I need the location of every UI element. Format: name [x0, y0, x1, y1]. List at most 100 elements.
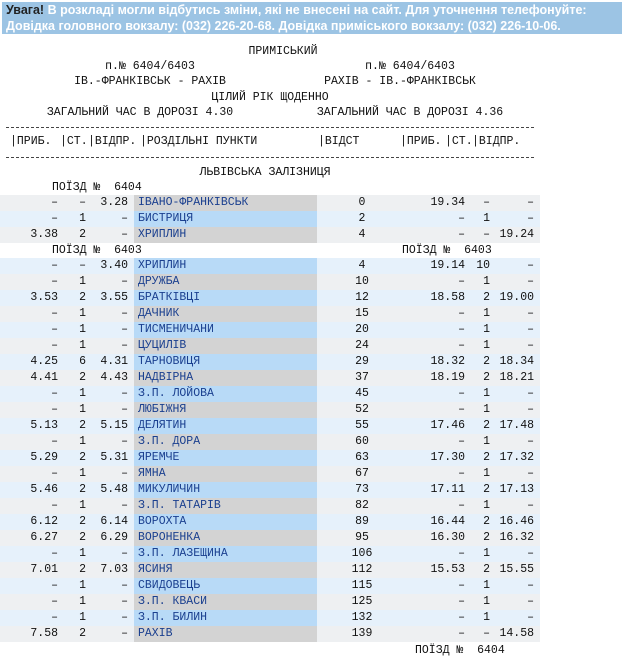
departure: –: [527, 339, 534, 352]
row: –1– З.П. КВАСИ 125–1–: [0, 594, 540, 610]
row: –1– ЛЮБІЖНЯ 52–1–: [0, 402, 540, 418]
row: 6.27 2 6.29 ВОРОНЕНКА 95 16.30 2 16.32: [0, 530, 540, 546]
station: ЛЮБІЖНЯ: [134, 402, 317, 418]
departure: 18.34: [499, 355, 534, 368]
arrival: –: [458, 212, 465, 225]
stop: 1: [79, 467, 86, 480]
arrival: –: [51, 196, 58, 209]
row: 7.01 2 7.03 ЯСИНЯ 112 15.53 2 15.55: [0, 562, 540, 578]
departure: 16.46: [499, 515, 534, 528]
arrival: –: [458, 275, 465, 288]
departure: –: [121, 403, 128, 416]
station: З.П. ТАТАРІВ: [134, 498, 317, 514]
travel-time: ЗАГАЛЬНИЙ ЧАС В ДОРОЗІ 4.30: [46, 106, 234, 119]
row: –1– З.П. ДОРА 60–1–: [0, 434, 540, 450]
arrival: –: [458, 627, 465, 640]
arrival: 15.53: [430, 563, 465, 576]
station: ЯМНА: [134, 466, 317, 482]
departure: –: [121, 611, 128, 624]
stop: 1: [483, 579, 490, 592]
stop: 1: [483, 547, 490, 560]
departure: –: [527, 435, 534, 448]
stop: –: [483, 627, 490, 640]
stop: 1: [79, 387, 86, 400]
station: З.П. БИЛИН: [134, 610, 317, 626]
stop: 10: [476, 259, 490, 272]
departure: 6.14: [100, 515, 128, 528]
arrival: –: [51, 579, 58, 592]
arrival: 19.34: [430, 196, 465, 209]
stop: 1: [79, 499, 86, 512]
arrival: –: [51, 595, 58, 608]
column-header: |РОЗДІЛЬНІ ПУНКТИ: [140, 135, 258, 148]
arrival: –: [458, 499, 465, 512]
distance: 139: [351, 627, 373, 640]
distance: 60: [355, 435, 369, 448]
stop: 2: [79, 371, 86, 384]
arrival: –: [51, 611, 58, 624]
stop: 2: [79, 291, 86, 304]
row: –1– З.П. БИЛИН 132–1–: [0, 610, 540, 626]
travel-time: ЗАГАЛЬНИЙ ЧАС В ДОРОЗІ 4.36: [316, 106, 504, 119]
departure: –: [527, 259, 534, 272]
arrival: 3.38: [30, 228, 58, 241]
arrival: –: [51, 547, 58, 560]
arrival: 5.46: [30, 483, 58, 496]
train-label: ПОЇЗД № 6404: [415, 644, 505, 657]
departure: –: [121, 275, 128, 288]
arrival: –: [458, 579, 465, 592]
departure: –: [527, 275, 534, 288]
station: З.П. ЛОЙОВА: [134, 386, 317, 402]
stop: 2: [79, 228, 86, 241]
arrival: 7.01: [30, 563, 58, 576]
row: –1– ЯМНА 67–1–: [0, 466, 540, 482]
departure: –: [121, 212, 128, 225]
distance: 37: [355, 371, 369, 384]
departure: 5.15: [100, 419, 128, 432]
route: ІВ.-ФРАНКІВСЬК - РАХІВ: [74, 75, 226, 88]
station: НАДВІРНА: [134, 370, 317, 386]
arrival: –: [458, 228, 465, 241]
stop: 1: [79, 307, 86, 320]
departure: 3.40: [100, 259, 128, 272]
arrival: 19.14: [430, 259, 465, 272]
departure: –: [121, 307, 128, 320]
stop: 1: [483, 275, 490, 288]
distance: 10: [355, 275, 369, 288]
distance: 89: [355, 515, 369, 528]
stop: 1: [483, 499, 490, 512]
stop: 1: [483, 307, 490, 320]
distance: 132: [351, 611, 373, 624]
station: БРАТКІВЦІ: [134, 290, 317, 306]
departure: 4.31: [100, 355, 128, 368]
stop: 1: [79, 435, 86, 448]
departure: –: [527, 212, 534, 225]
row: 3.38 2– ХРИПЛИН 4– –19.24: [0, 227, 540, 243]
departure: –: [121, 339, 128, 352]
row: –1– ТИСМЕНИЧАНИ 20–1–: [0, 322, 540, 338]
stop: –: [79, 259, 86, 272]
station: З.П. ЛАЗЕЩИНА: [134, 546, 317, 562]
column-header: |ПРИБ.: [400, 135, 442, 148]
departure: –: [527, 595, 534, 608]
notice-text: В розкладі могли відбутись зміни, які не…: [47, 3, 587, 17]
notice: Увага! В розкладі могли відбутись зміни,…: [2, 2, 622, 34]
departure: 19.00: [499, 291, 534, 304]
arrival: –: [458, 403, 465, 416]
divider: [6, 157, 534, 158]
station: ВОРОНЕНКА: [134, 530, 317, 546]
stop: 2: [79, 451, 86, 464]
departure: –: [527, 579, 534, 592]
arrival: 17.46: [430, 419, 465, 432]
distance: 15: [355, 307, 369, 320]
arrival: –: [51, 307, 58, 320]
distance: 63: [355, 451, 369, 464]
departure: 7.03: [100, 563, 128, 576]
column-header: |ПРИБ.: [10, 135, 52, 148]
stop: 1: [483, 595, 490, 608]
stop: 1: [483, 467, 490, 480]
stop: 1: [483, 339, 490, 352]
railway: ЛЬВІВСЬКА ЗАЛІЗНИЦЯ: [199, 166, 331, 179]
station: ДЕЛЯТИН: [134, 418, 317, 434]
